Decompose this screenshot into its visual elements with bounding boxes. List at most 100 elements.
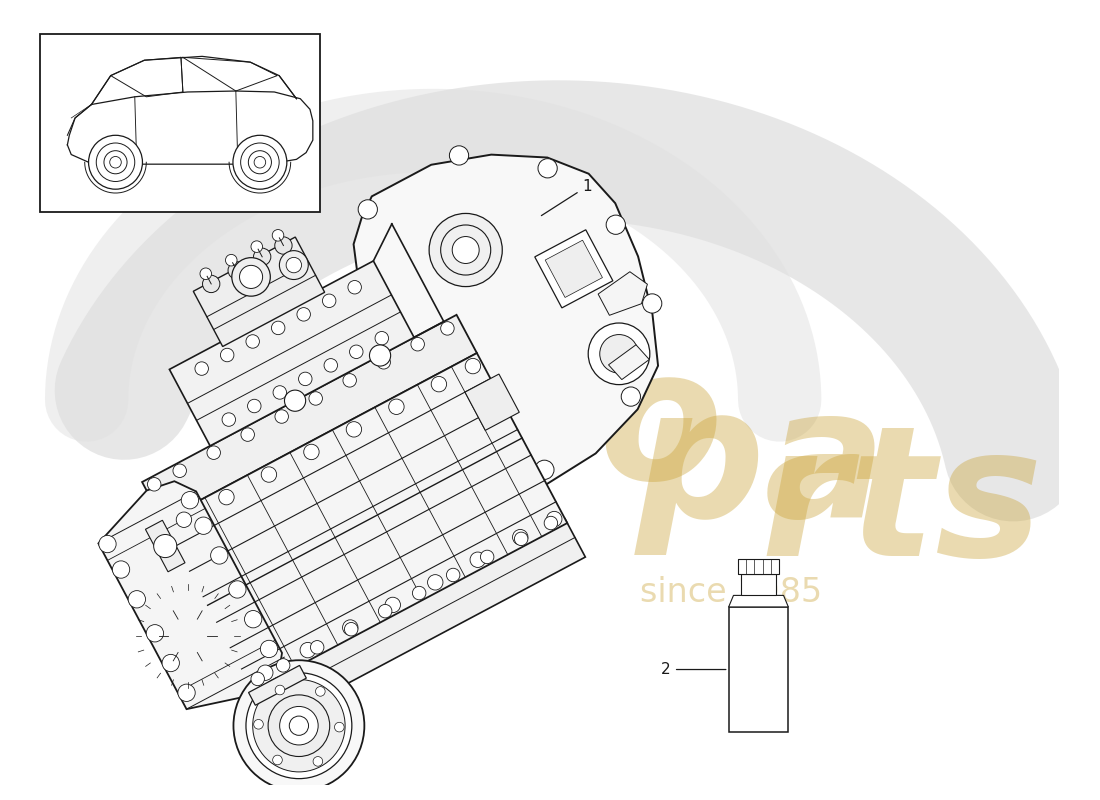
Circle shape [289, 716, 308, 735]
Polygon shape [535, 230, 613, 308]
Circle shape [465, 358, 481, 374]
Circle shape [316, 686, 326, 696]
Circle shape [249, 150, 272, 174]
Circle shape [513, 530, 528, 545]
Circle shape [251, 672, 264, 686]
Circle shape [642, 294, 662, 313]
Circle shape [346, 422, 362, 437]
Circle shape [178, 684, 195, 702]
Polygon shape [98, 482, 282, 709]
Circle shape [251, 241, 263, 253]
Circle shape [97, 143, 135, 182]
Circle shape [173, 464, 186, 478]
Circle shape [621, 387, 640, 406]
Circle shape [304, 444, 319, 460]
Circle shape [387, 418, 407, 438]
Circle shape [210, 546, 228, 564]
Text: since 1985: since 1985 [640, 576, 823, 609]
Circle shape [377, 355, 390, 369]
Circle shape [129, 590, 145, 608]
Circle shape [272, 230, 284, 241]
Circle shape [411, 338, 425, 351]
Circle shape [219, 490, 234, 505]
Circle shape [370, 345, 390, 366]
Circle shape [298, 372, 312, 386]
Circle shape [342, 620, 358, 635]
Polygon shape [145, 520, 185, 572]
Polygon shape [608, 345, 649, 379]
Circle shape [275, 410, 288, 423]
Circle shape [450, 146, 469, 165]
Polygon shape [353, 154, 658, 508]
Circle shape [343, 374, 356, 387]
Polygon shape [740, 574, 777, 595]
Text: ro: ro [510, 341, 723, 517]
Circle shape [275, 237, 293, 254]
Polygon shape [163, 353, 568, 690]
Circle shape [538, 158, 558, 178]
Circle shape [241, 428, 254, 442]
Circle shape [544, 516, 558, 530]
Polygon shape [41, 34, 320, 212]
Circle shape [248, 399, 261, 413]
Circle shape [146, 625, 164, 642]
Text: pa: pa [636, 379, 887, 555]
Circle shape [228, 262, 245, 279]
Circle shape [233, 660, 364, 791]
Circle shape [273, 386, 286, 399]
Circle shape [359, 200, 377, 219]
Circle shape [429, 214, 503, 286]
Circle shape [441, 225, 491, 275]
Circle shape [441, 322, 454, 335]
Circle shape [176, 512, 191, 527]
Circle shape [254, 719, 263, 729]
Circle shape [207, 446, 220, 459]
Circle shape [300, 642, 316, 658]
Circle shape [606, 215, 626, 234]
Circle shape [246, 334, 260, 348]
Circle shape [588, 323, 650, 385]
Circle shape [200, 268, 211, 279]
Circle shape [434, 476, 453, 495]
Circle shape [246, 673, 352, 778]
Circle shape [378, 605, 392, 618]
Circle shape [470, 552, 485, 567]
Circle shape [147, 478, 161, 491]
Polygon shape [249, 519, 585, 726]
Text: rts: rts [760, 418, 1043, 594]
Circle shape [112, 561, 130, 578]
Circle shape [279, 706, 318, 745]
Circle shape [272, 321, 285, 334]
Polygon shape [169, 261, 414, 446]
Circle shape [452, 237, 480, 263]
Circle shape [233, 135, 287, 189]
Polygon shape [465, 374, 519, 430]
Circle shape [182, 491, 199, 509]
Circle shape [428, 574, 443, 590]
Circle shape [309, 392, 322, 405]
Circle shape [600, 334, 638, 373]
Circle shape [350, 345, 363, 358]
Polygon shape [194, 237, 324, 346]
Circle shape [324, 358, 338, 372]
Circle shape [412, 586, 426, 600]
Circle shape [195, 362, 208, 375]
Circle shape [279, 250, 308, 279]
Circle shape [285, 390, 306, 411]
Circle shape [388, 399, 404, 414]
Circle shape [154, 534, 177, 558]
Circle shape [275, 685, 285, 695]
Circle shape [276, 658, 290, 672]
Circle shape [202, 275, 220, 293]
Text: eu: eu [375, 302, 626, 478]
Circle shape [226, 254, 236, 266]
Circle shape [481, 550, 494, 564]
Circle shape [431, 377, 447, 392]
Circle shape [229, 581, 246, 598]
Circle shape [222, 413, 235, 426]
Circle shape [110, 157, 121, 168]
Polygon shape [598, 272, 648, 315]
Circle shape [375, 331, 388, 345]
Circle shape [99, 535, 117, 553]
Circle shape [385, 598, 400, 613]
